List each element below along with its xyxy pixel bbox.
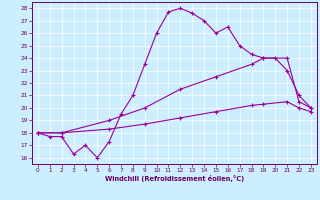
X-axis label: Windchill (Refroidissement éolien,°C): Windchill (Refroidissement éolien,°C) — [105, 175, 244, 182]
